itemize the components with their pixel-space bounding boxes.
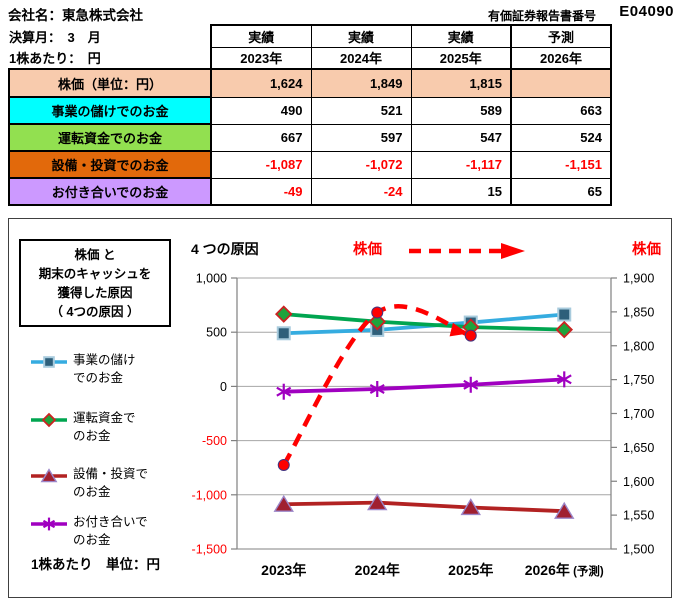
value-cell: -1,151 [510,150,612,179]
y-axis-left-tick-label: -500 [202,434,227,448]
x-axis-label: 2023年 [261,562,306,578]
table-header-cell: 実績 [310,24,412,48]
arrowhead-icon [449,322,468,337]
chart-caption-box: 株価 と期末のキャッシュを 獲得した原因 （ 4つの原因 ） [19,239,171,327]
value-cell: 521 [310,96,412,125]
company-name: 会社名：東急株式会社 [8,8,143,23]
value-cell: 597 [310,123,412,152]
stock-price-axis-label: 株価 [632,242,661,258]
y-axis-left-tick-label: 1,000 [196,272,227,286]
row-label-cell: 事業の儲けでのお金 [8,96,212,125]
year-header-cell: 2025年 [410,46,512,70]
value-cell: 589 [410,96,512,125]
y-axis-right-tick-label: 1,850 [623,305,654,319]
fiscal-month-label: 決算月： 3 月 [9,29,101,45]
y-axis-right-tick-label: 1,800 [623,339,654,353]
chart-title: 4 つの原因 [191,241,259,257]
stock-price-dashed-line [281,304,472,467]
y-axis-left-tick-label: 0 [220,380,227,394]
value-cell: 667 [210,123,312,152]
legend-item-label: 設備・投資で のお金 [73,467,149,499]
legend-swatch-icon [31,517,67,531]
year-header-cell: 2024年 [310,46,412,70]
legend-item-label: 運転資金で のお金 [73,411,136,443]
report-number-label: 有価証券報告書番号 [487,9,596,23]
unit-note: 1株あたり 単位：円 [31,557,161,572]
caption-line: 獲得した原因 [57,286,133,300]
chart-panel: 株価 と期末のキャッシュを 獲得した原因 （ 4つの原因 ） 4 つの原因 株価 株… [8,218,672,598]
legend-swatch-icon [31,356,67,368]
series-line [283,312,565,332]
y-axis-right-tick-label: 1,550 [623,509,654,523]
y-axis-right-tick-label: 1,750 [623,373,654,387]
legend-item: 事業の儲け でのお金 [29,351,179,387]
financial-table: 決算月： 3 月実績 実績 実績 予測 1株あたり： 円 2023年 2024年 2025年 2… [8,24,612,206]
table-header-cell: 予測 [510,24,612,48]
x-axis-label: 2025年 [448,562,493,578]
caption-line: （ 4つの原因 ） [50,305,140,319]
value-cell: 15 [410,177,512,206]
value-cell: -1,117 [410,150,512,179]
value-cell: 65 [510,177,612,206]
x-axis-label: 2024年 [355,562,400,578]
value-cell: 490 [210,96,312,125]
y-axis-left-tick-label: -1,500 [192,543,227,557]
value-cell: -1,087 [210,150,312,179]
series-line [283,377,565,394]
per-share-label: 1株あたり： 円 [9,51,101,66]
report-number: E04090 [619,3,674,20]
value-cell: 547 [410,123,512,152]
y-axis-right-tick-label: 1,600 [623,475,654,489]
value-cell: -1,072 [310,150,412,179]
value-cell: -24 [310,177,412,206]
y-axis-left-tick-label: 500 [206,326,227,340]
legend-item: 設備・投資で のお金 [29,465,179,501]
y-axis-right-tick-label: 1,700 [623,407,654,421]
series-line [283,500,565,514]
legend-swatch-icon [31,412,67,428]
y-axis-right-tick-label: 1,650 [623,441,654,455]
stock-cashflow-chart: -1,500 -1,000 -500 0 500 1,000 1,500 1,550 1,600… [192,272,655,579]
value-cell: 1,815 [410,68,512,98]
value-cell: 1,624 [210,68,312,98]
trend-arrow-icon [409,243,525,259]
legend-item-label: 事業の儲け でのお金 [73,353,136,385]
value-cell: 1,849 [310,68,412,98]
stock-price-label: 株価 [353,242,382,258]
table-header-cell: 実績 [410,24,512,48]
year-header-cell: 2023年 [210,46,312,70]
legend-item-label: お付き合いで のお金 [73,515,148,547]
y-axis-left-tick-label: -1,000 [192,488,227,502]
legend-item: 運転資金で のお金 [29,409,179,445]
row-label-cell: 設備・投資でのお金 [8,150,212,179]
y-axis-right-tick-label: 1,900 [623,272,654,286]
value-cell: 663 [510,96,612,125]
caption-line: 株価 と [74,248,116,262]
row-label-cell: お付き合いでのお金 [8,177,212,206]
row-label-cell: 株価（単位：円） [8,68,212,98]
caption-line: 期末のキャッシュを [38,267,152,281]
legend-swatch-icon [31,468,67,483]
value-cell: -49 [210,177,312,206]
table-header-cell: 実績 [210,24,312,48]
y-axis-right-tick-label: 1,500 [623,543,654,557]
legend-item: お付き合いで のお金 [29,513,179,549]
value-cell: 524 [510,123,612,152]
year-header-cell: 2026年 [510,46,612,70]
x-axis-label: 2026年 (予測) [525,562,604,578]
value-cell [510,68,612,98]
row-label-cell: 運転資金でのお金 [8,123,212,152]
